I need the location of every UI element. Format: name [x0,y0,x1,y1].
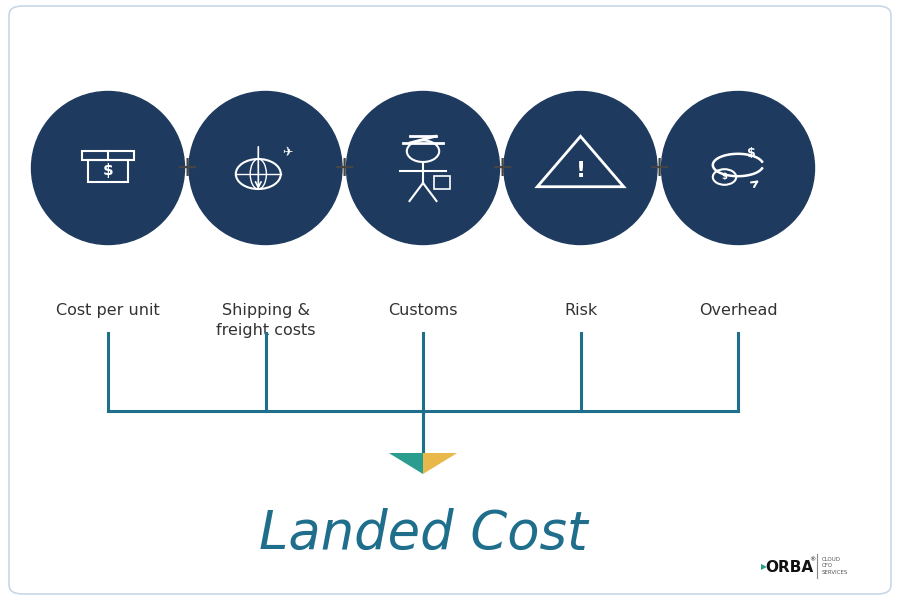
Text: ®: ® [809,557,814,562]
Ellipse shape [32,91,184,245]
Ellipse shape [504,91,657,245]
Text: $: $ [722,173,727,181]
Text: ✈: ✈ [283,146,293,160]
Text: Customs: Customs [388,303,458,318]
Text: +: + [333,154,356,182]
Text: +: + [176,154,199,182]
Polygon shape [423,453,457,474]
FancyBboxPatch shape [9,6,891,594]
Text: Landed Cost: Landed Cost [258,508,588,560]
Polygon shape [389,453,423,474]
Text: Cost per unit: Cost per unit [56,303,160,318]
Text: +: + [648,154,671,182]
Text: $: $ [747,146,756,160]
Text: +: + [491,154,514,182]
Text: !: ! [575,161,586,181]
Text: Risk: Risk [564,303,597,318]
Text: CLOUD
CFO
SERVICES: CLOUD CFO SERVICES [822,557,848,575]
Text: $: $ [103,163,113,179]
Text: ORBA: ORBA [765,559,813,575]
Bar [88,160,128,182]
Text: Overhead: Overhead [698,303,778,318]
Text: Shipping &
freight costs: Shipping & freight costs [216,303,315,338]
Ellipse shape [662,91,814,245]
Ellipse shape [189,91,342,245]
Ellipse shape [346,91,500,245]
Text: ▶: ▶ [760,563,767,571]
Bar [434,176,450,189]
Bar [83,151,133,160]
